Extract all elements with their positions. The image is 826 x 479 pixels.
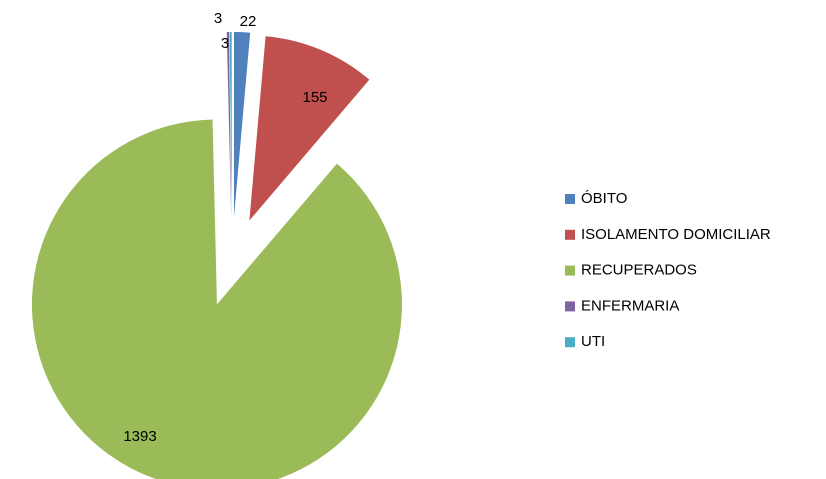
data-label: 22 bbox=[240, 13, 257, 30]
legend-label: RECUPERADOS bbox=[581, 262, 697, 279]
pie-slice bbox=[226, 32, 232, 218]
legend-swatch bbox=[565, 265, 575, 276]
legend-swatch bbox=[565, 337, 575, 348]
legend-label: UTI bbox=[581, 333, 605, 350]
pie-slice bbox=[233, 32, 251, 218]
legend-label: ÓBITO bbox=[581, 190, 627, 207]
legend-label: ENFERMARIA bbox=[581, 297, 679, 314]
pie-slice bbox=[229, 32, 232, 218]
legend-swatch bbox=[565, 301, 575, 312]
legend-label: ISOLAMENTO DOMICILIAR bbox=[581, 226, 771, 243]
data-label: 155 bbox=[302, 89, 327, 106]
pie-slice bbox=[31, 119, 402, 479]
data-label: 3 bbox=[221, 35, 229, 52]
pie-slice bbox=[249, 36, 370, 221]
legend-swatch bbox=[565, 194, 575, 204]
legend-swatch bbox=[565, 229, 575, 240]
data-label: 3 bbox=[214, 10, 222, 27]
data-label: 1393 bbox=[123, 428, 156, 445]
